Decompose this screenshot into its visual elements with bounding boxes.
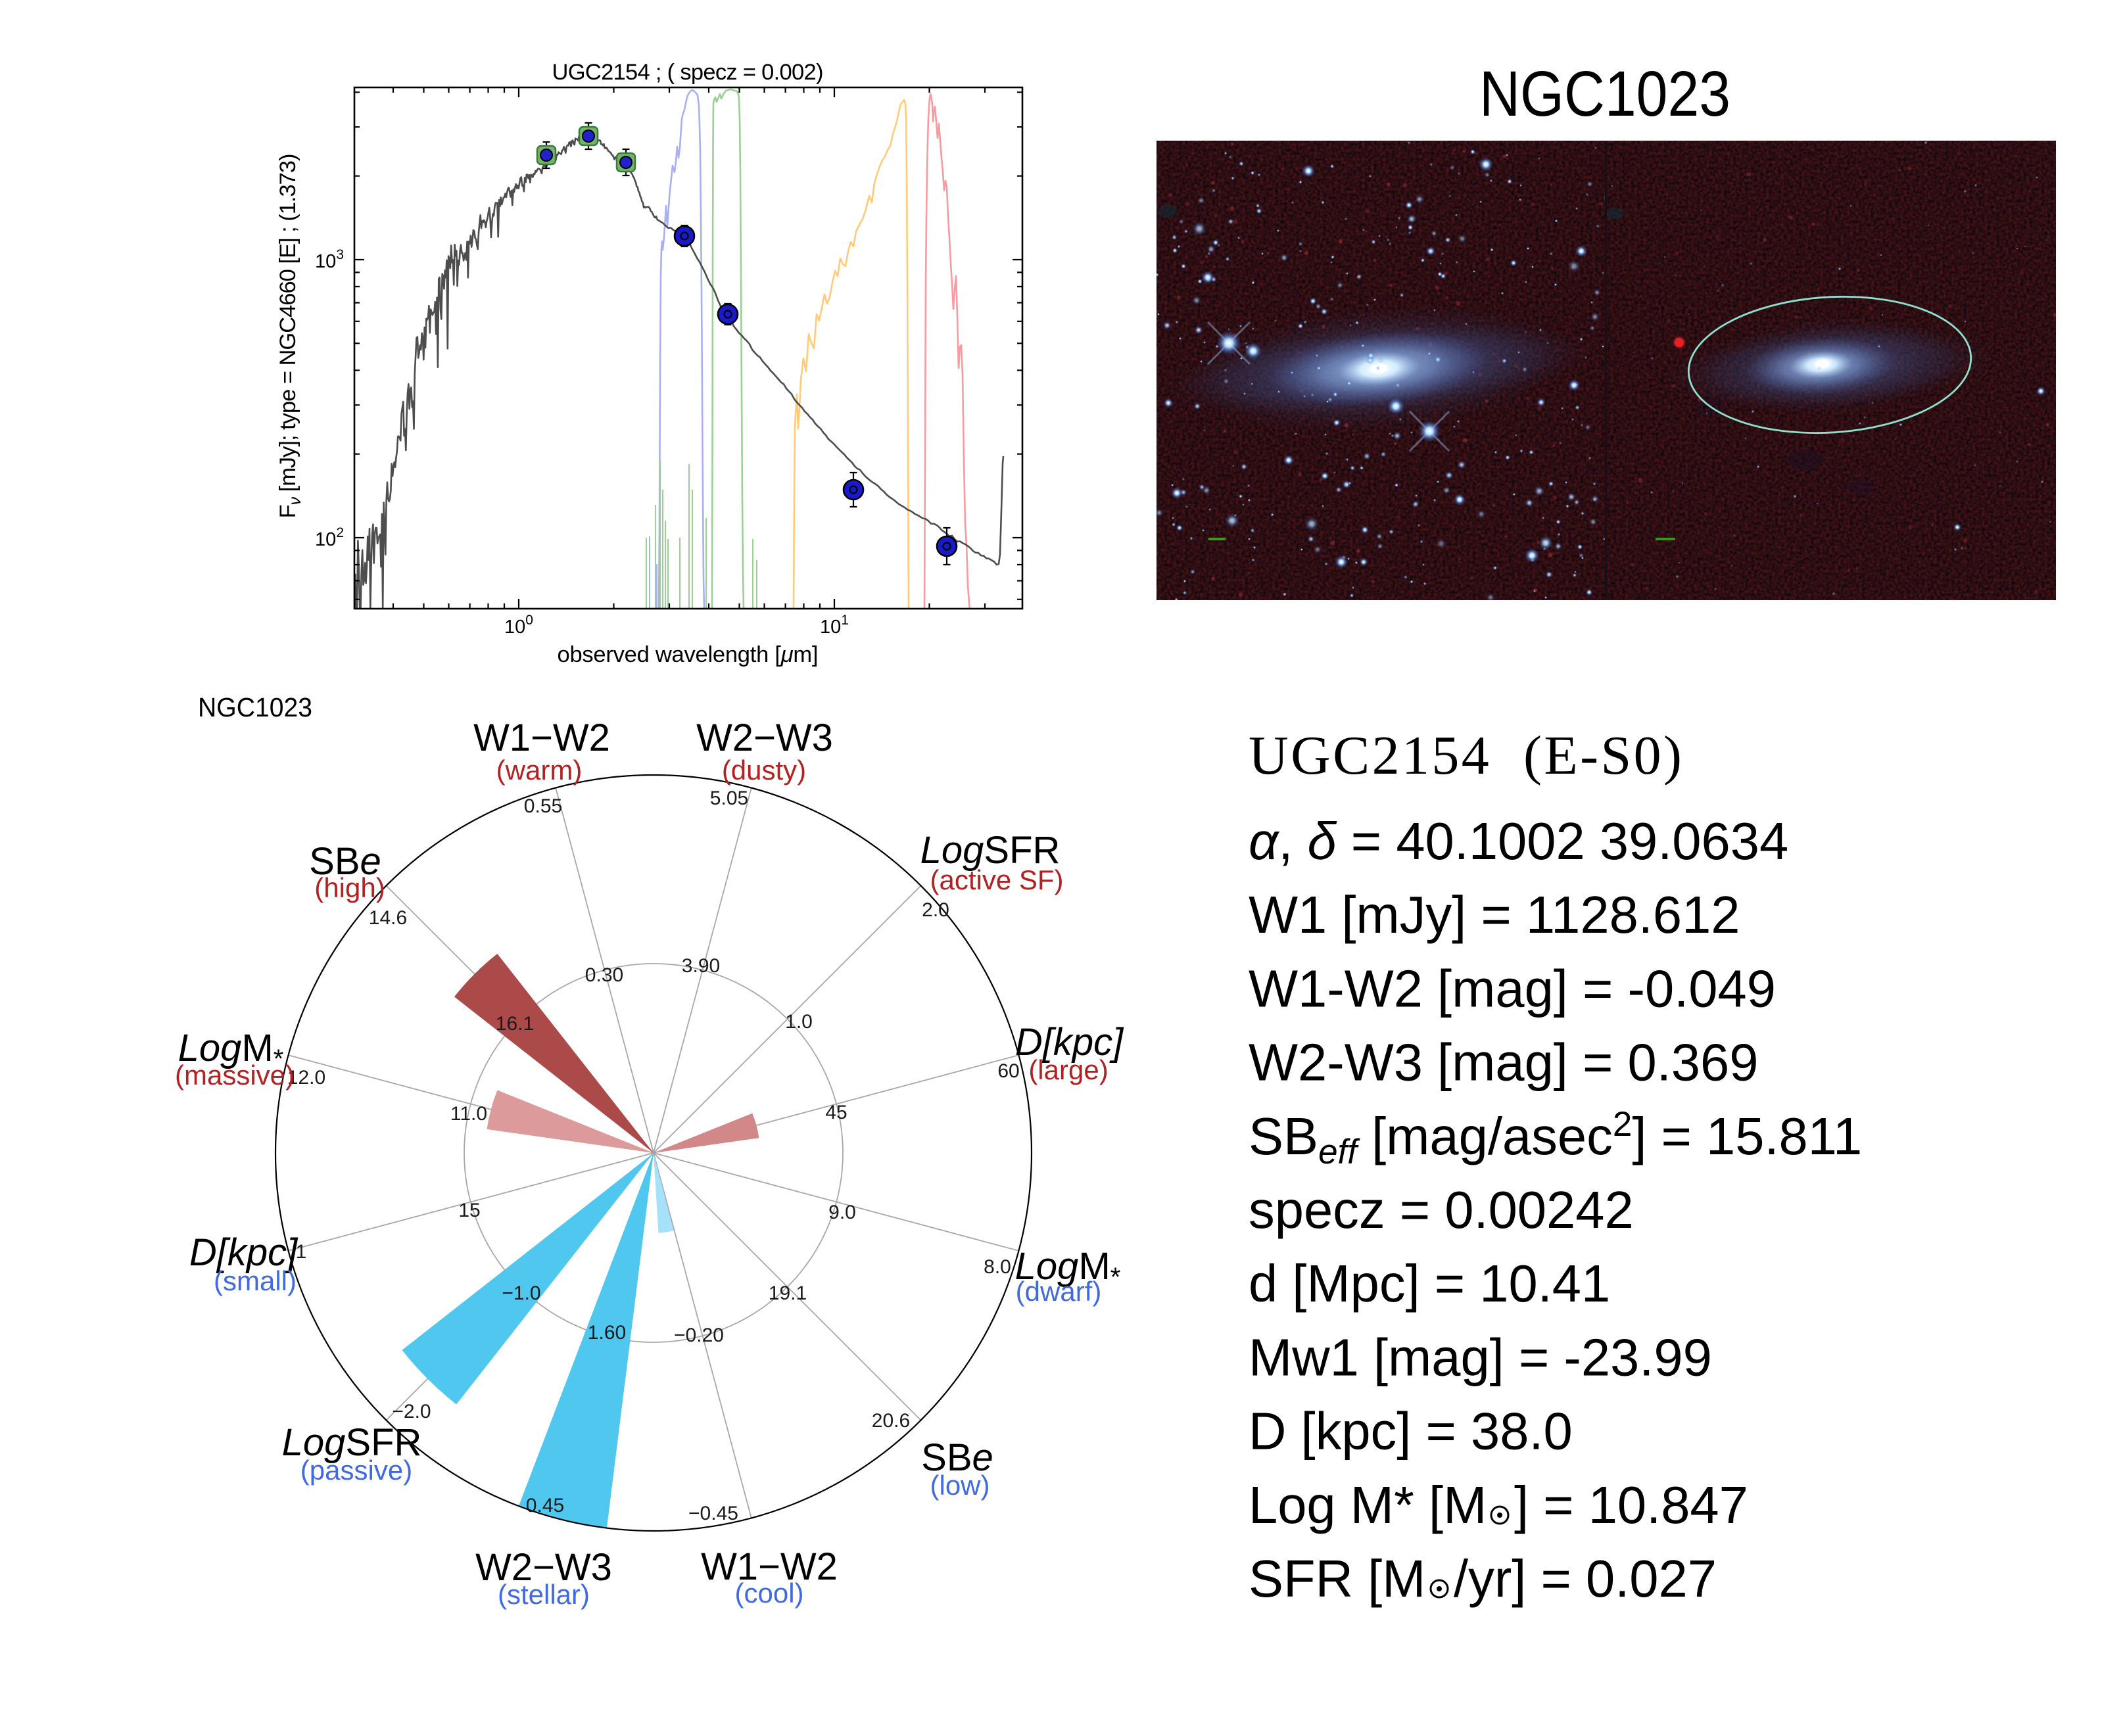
svg-text:0.45: 0.45 [526,1495,564,1516]
svg-text:9.0: 9.0 [828,1202,856,1223]
svg-text:5.05: 5.05 [710,787,748,809]
svg-text:3.90: 3.90 [682,955,720,977]
svg-text:W2−W3: W2−W3 [475,1546,612,1589]
svg-text:W1-W2 [mag] = -0.049: W1-W2 [mag] = -0.049 [1249,959,1776,1018]
svg-text:SFR [M: SFR [M [1249,1549,1425,1608]
svg-text:NGC1023: NGC1023 [1479,58,1730,129]
svg-text:−2.0: −2.0 [392,1401,431,1422]
svg-text:−0.45: −0.45 [688,1503,738,1524]
svg-text:Mw1 [mag] = -23.99: Mw1 [mag] = -23.99 [1249,1328,1712,1386]
svg-text:SBeff [mag/asec2] = 15.811: SBeff [mag/asec2] = 15.811 [1249,1105,1862,1171]
svg-text:(warm): (warm) [496,755,583,786]
svg-text:NGC1023: NGC1023 [198,692,312,722]
svg-text:observed wavelength [μm]: observed wavelength [μm] [558,642,819,667]
svg-text:UGC2154 ; ( specz = 0.002): UGC2154 ; ( specz = 0.002) [552,60,824,85]
svg-text:−1.0: −1.0 [502,1282,540,1304]
svg-text:1.60: 1.60 [588,1322,626,1344]
svg-text:0.30: 0.30 [585,964,623,986]
svg-text:20.6: 20.6 [872,1410,910,1432]
svg-text:specz = 0.00242: specz = 0.00242 [1249,1181,1634,1239]
svg-text:(massive): (massive) [175,1060,295,1091]
svg-text:14.6: 14.6 [369,907,407,929]
svg-text:] = 10.847: ] = 10.847 [1514,1476,1748,1534]
svg-text:W1−W2: W1−W2 [473,716,610,759]
svg-text:(stellar): (stellar) [498,1579,590,1610]
svg-text:(dusty): (dusty) [722,755,806,786]
svg-text:Fν [mJy]; type = NGC4660 [E]: Fν [mJy]; type = NGC4660 [E] ; (1.373) [275,154,304,519]
svg-text:12.0: 12.0 [287,1067,325,1089]
svg-text:D[kpc]: D[kpc] [189,1231,298,1274]
svg-text:UGC2154 (E-S0): UGC2154 (E-S0) [1249,725,1682,786]
svg-text:(dwarf): (dwarf) [1016,1276,1102,1307]
svg-text:W1−W2: W1−W2 [701,1545,838,1588]
svg-text:2.0: 2.0 [922,899,949,921]
svg-text:(active SF): (active SF) [930,864,1063,895]
svg-text:45: 45 [825,1102,847,1123]
svg-text:(low): (low) [930,1470,990,1501]
svg-text:SBe: SBe [921,1436,993,1479]
svg-text:1.0: 1.0 [785,1011,813,1033]
svg-text:LogM*: LogM* [178,1027,284,1073]
svg-text:60: 60 [997,1060,1019,1082]
svg-text:d [Mpc] = 10.41: d [Mpc] = 10.41 [1249,1254,1610,1313]
svg-text:LogSFR: LogSFR [282,1421,422,1464]
svg-text:W2-W3 [mag] = 0.369: W2-W3 [mag] = 0.369 [1249,1033,1758,1092]
svg-text:8.0: 8.0 [984,1256,1011,1278]
svg-text:−0.20: −0.20 [674,1325,724,1346]
svg-text:D[kpc]: D[kpc] [1015,1021,1124,1064]
svg-text:(small): (small) [214,1265,297,1296]
svg-text:1: 1 [296,1241,307,1263]
svg-text:Log M* [M: Log M* [M [1249,1476,1487,1534]
svg-text:(passive): (passive) [300,1455,412,1486]
svg-text:D [kpc] = 38.0: D [kpc] = 38.0 [1249,1402,1573,1461]
svg-text:/yr] = 0.027: /yr] = 0.027 [1454,1549,1717,1608]
svg-text:11.0: 11.0 [450,1103,487,1125]
svg-text:W1 [mJy] = 1128.612: W1 [mJy] = 1128.612 [1249,885,1740,944]
svg-text:SBe: SBe [309,840,381,883]
svg-text:LogSFR: LogSFR [920,829,1061,872]
svg-text:(high): (high) [314,872,385,903]
svg-text:19.1: 19.1 [769,1282,807,1304]
svg-text:(large): (large) [1028,1054,1108,1085]
svg-text:LogM*: LogM* [1015,1245,1121,1292]
svg-text:16.1: 16.1 [496,1013,534,1035]
svg-text:(cool): (cool) [734,1578,803,1608]
svg-text:α, δ = 40.1002 39.0634: α, δ = 40.1002 39.0634 [1249,812,1788,870]
svg-text:0.55: 0.55 [524,795,562,817]
svg-text:W2−W3: W2−W3 [696,716,833,759]
svg-text:15: 15 [458,1200,480,1221]
